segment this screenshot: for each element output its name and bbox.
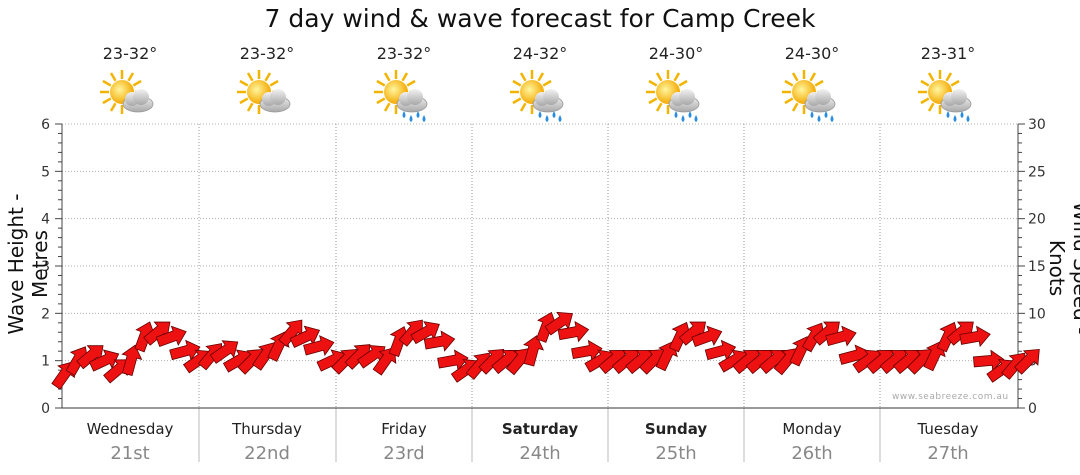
y2-tick-label: 0 [1028,401,1037,417]
chart-title: 7 day wind & wave forecast for Camp Cree… [264,4,816,33]
day-name: Sunday [644,420,708,438]
wind-arrow [121,344,143,377]
sun-cloud-rain-icon [510,66,570,126]
watermark: www.seabreeze.com.au [892,392,1009,402]
y2-axis-label: Wind Speed - Knots [1045,201,1080,335]
y2-tick-label: 25 [1028,164,1046,180]
wind-arrow [209,340,239,364]
day-date: 22nd [244,443,290,464]
wind-arrow [398,319,423,347]
wind-arrow [704,339,737,361]
day-temp: 23-31° [920,44,976,63]
day-date: 25th [655,443,697,464]
wind-arrow [571,339,603,362]
wind-arrow [278,319,303,347]
y-tick-label: 6 [41,117,50,133]
wind-arrow [423,330,456,352]
y-tick-label: 4 [41,212,50,228]
y-tick-label: 5 [41,164,50,180]
day-date: 24th [519,443,561,464]
y-tick-label: 0 [41,401,50,417]
day-name: Friday [381,420,427,438]
day-temp: 24-32° [512,44,568,63]
y2-tick-label: 30 [1028,117,1046,133]
day-name: Tuesday [917,420,979,438]
day-name: Saturday [501,420,579,438]
wind-arrow [303,335,335,357]
day-name: Thursday [232,420,302,438]
wind-arrow [691,325,723,347]
day-date: 27th [927,443,969,464]
wind-arrow [812,321,840,346]
sun-cloud-icon [100,66,160,126]
day-date: 23rd [383,443,425,464]
y2-tick-label: 20 [1028,212,1046,228]
day-date: 26th [791,443,833,464]
wind-arrow [678,321,707,346]
left-axis-ticks: 0 1 2 3 4 5 6 [41,117,63,417]
y2-tick-label: 10 [1028,306,1046,322]
wind-arrow [959,325,991,348]
wind-arrow [410,321,440,345]
sun-cloud-rain-icon [646,66,706,126]
chart-gridlines [61,123,1019,462]
wind-arrow [946,321,974,346]
wind-arrow [143,321,171,346]
y-tick-label: 2 [41,306,50,322]
y-tick-label: 1 [41,354,50,370]
wind-arrow [544,311,574,336]
day-name: Wednesday [86,420,174,438]
wind-arrow [169,339,201,361]
day-name: Monday [782,420,842,438]
right-axis-ticks: 051015202530 [1017,117,1046,417]
day-temp: 24-30° [648,44,704,63]
day-temp: 23-32° [376,44,432,63]
sun-cloud-rain-icon [918,66,978,126]
day-date: 21st [110,443,150,464]
day-temp: 23-32° [239,44,295,63]
sun-cloud-rain-icon [782,66,842,126]
wind-arrow [825,325,857,347]
wind-arrow [557,320,590,343]
wind-arrow [972,349,1005,372]
sun-cloud-icon [237,66,297,126]
wind-arrow [523,335,545,367]
wind-arrow [1013,348,1040,375]
day-temp: 24-30° [784,44,840,63]
wind-arrows [51,311,1040,390]
wind-arrow [76,345,104,370]
y-tick-label: 3 [41,259,50,275]
sun-cloud-rain-icon [374,66,434,126]
y2-tick-label: 15 [1028,259,1046,275]
wind-arrow [437,349,469,371]
y-axis-label: Wave Height - Metres [4,193,52,335]
day-temp: 23-32° [102,44,158,63]
wind-arrow [155,325,187,347]
wind-arrow [289,325,321,348]
